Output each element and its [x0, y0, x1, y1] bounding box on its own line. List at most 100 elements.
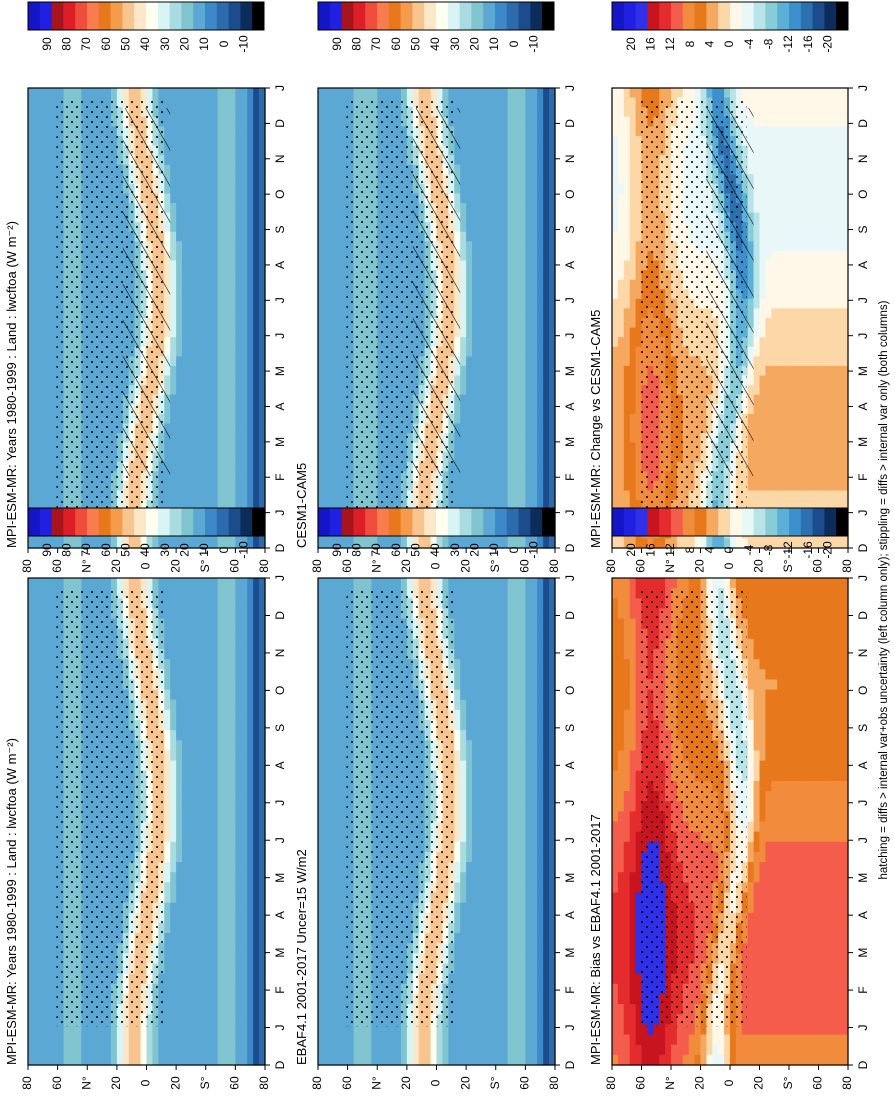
heatmap-cell [188, 337, 195, 347]
heatmap-cell [212, 964, 219, 975]
heatmap-cell [206, 811, 213, 822]
heatmap-cell [170, 251, 177, 261]
heatmap-cell [336, 414, 343, 424]
heatmap-cell [176, 771, 183, 782]
heatmap-cell [194, 356, 201, 366]
heatmap-cell [170, 669, 177, 680]
heatmap-cell [212, 669, 219, 680]
heatmap-cell [194, 629, 201, 640]
heatmap-cell [188, 923, 195, 934]
heatmap-cell [253, 174, 260, 184]
heatmap-cell [176, 155, 183, 165]
heatmap-cell [224, 1024, 231, 1035]
heatmap-cell [324, 270, 331, 280]
heatmap-cell [247, 893, 254, 904]
heatmap-cell [224, 964, 231, 975]
heatmap-cell [318, 308, 325, 318]
heatmap-cell [182, 1055, 189, 1066]
y-tick-label: 60 [50, 559, 64, 573]
heatmap-cell [229, 1045, 236, 1056]
x-tick-label: J [273, 837, 287, 843]
heatmap-cell [200, 299, 207, 309]
heatmap-cell [336, 193, 343, 203]
heatmap-cell [40, 193, 47, 203]
heatmap-cell [170, 165, 177, 175]
heatmap-cell [34, 1035, 41, 1046]
heatmap-cell [212, 730, 219, 741]
heatmap-cell [247, 730, 254, 741]
heatmap-cell [46, 165, 53, 175]
heatmap-cell [40, 1024, 47, 1035]
heatmap-cell [182, 588, 189, 599]
heatmap-cell [200, 750, 207, 761]
heatmap-cell [206, 994, 213, 1005]
heatmap-cell [206, 984, 213, 995]
heatmap-cell [235, 203, 242, 213]
heatmap-cell [176, 404, 183, 414]
heatmap-cell [188, 862, 195, 873]
heatmap-cell [34, 842, 41, 853]
heatmap-cell [235, 994, 242, 1005]
heatmap-cell [170, 933, 177, 944]
heatmap-cell [348, 88, 355, 98]
heatmap-cell [194, 720, 201, 731]
heatmap-cell [170, 619, 177, 630]
heatmap-cell [182, 404, 189, 414]
heatmap-cell [28, 376, 35, 386]
heatmap-cell [46, 98, 53, 108]
heatmap-cell [206, 318, 213, 328]
heatmap-cell [188, 88, 195, 98]
heatmap-cell [229, 280, 236, 290]
heatmap-cell [123, 1045, 130, 1056]
heatmap-cell [46, 588, 53, 599]
heatmap-cell [176, 649, 183, 660]
heatmap-cell [200, 619, 207, 630]
heatmap-cell [247, 943, 254, 954]
heatmap-cell [58, 1035, 65, 1046]
heatmap-cell [200, 842, 207, 853]
heatmap-cell [224, 588, 231, 599]
heatmap-cell [229, 184, 236, 194]
heatmap-cell [212, 619, 219, 630]
heatmap-cell [229, 598, 236, 609]
heatmap-cell [34, 974, 41, 985]
heatmap-cell [247, 811, 254, 822]
heatmap-cell [224, 710, 231, 721]
heatmap-cell [336, 270, 343, 280]
heatmap-cell [158, 1045, 165, 1056]
heatmap-cell [176, 943, 183, 954]
heatmap-cell [218, 337, 225, 347]
heatmap-cell [194, 452, 201, 462]
heatmap-cell [407, 88, 414, 98]
heatmap-cell [182, 862, 189, 873]
heatmap-cell [176, 280, 183, 290]
heatmap-cell [182, 619, 189, 630]
heatmap-cell [28, 629, 35, 640]
heatmap-cell [28, 289, 35, 299]
heatmap-cell [200, 608, 207, 619]
heatmap-cell [200, 588, 207, 599]
heatmap-cell [330, 203, 337, 213]
heatmap-cell [170, 155, 177, 165]
heatmap-cell [194, 811, 201, 822]
heatmap-cell [188, 193, 195, 203]
heatmap-cell [28, 385, 35, 395]
heatmap-cell [206, 964, 213, 975]
heatmap-cell [182, 251, 189, 261]
heatmap-cell [40, 588, 47, 599]
heatmap-cell [330, 241, 337, 251]
heatmap-cell [229, 629, 236, 640]
heatmap-cell [247, 690, 254, 701]
heatmap-cell [247, 481, 254, 491]
heatmap-cell [235, 184, 242, 194]
heatmap-cell [253, 669, 260, 680]
heatmap-cell [170, 730, 177, 741]
heatmap-cell [182, 107, 189, 117]
heatmap-cell [235, 750, 242, 761]
heatmap-cell [229, 953, 236, 964]
heatmap-cell [206, 136, 213, 146]
heatmap-cell [229, 366, 236, 376]
heatmap-cell [170, 822, 177, 833]
heatmap-cell [40, 1004, 47, 1015]
heatmap-cell [330, 88, 337, 98]
